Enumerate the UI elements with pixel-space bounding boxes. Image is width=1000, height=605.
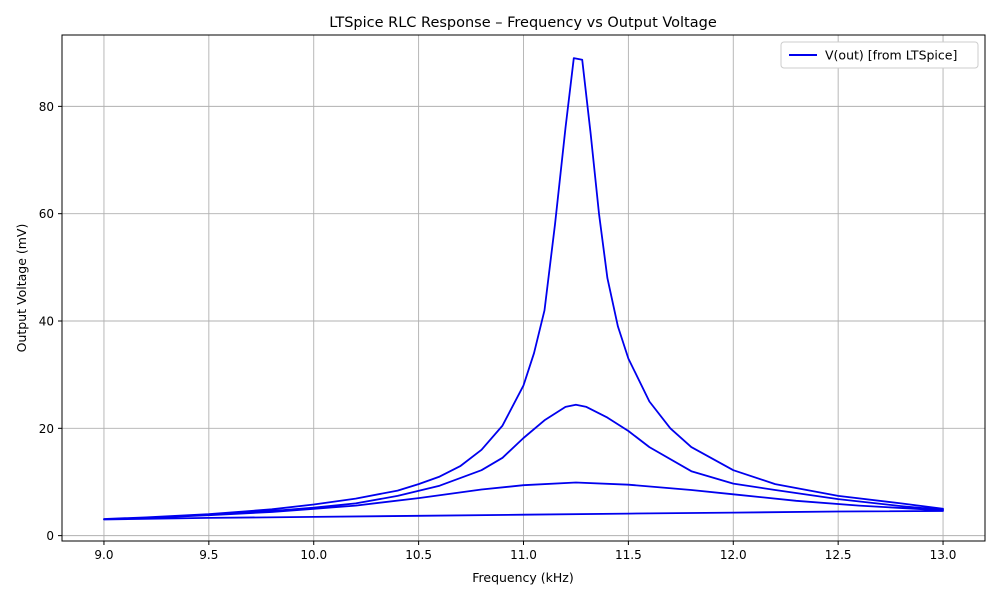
x-axis-ticks: 9.0 9.5 10.0 10.5 11.0 11.5 12.0 12.5 13.0 <box>94 541 956 562</box>
y-tick-label: 20 <box>39 422 54 436</box>
chart-title: LTSpice RLC Response – Frequency vs Outp… <box>329 15 717 31</box>
y-axis-ticks: 0 20 40 60 80 <box>39 100 62 543</box>
x-tick-label: 10.5 <box>405 548 432 562</box>
x-tick-label: 10.0 <box>300 548 327 562</box>
x-axis-label: Frequency (kHz) <box>472 570 574 585</box>
legend-label: V(out) [from LTSpice] <box>825 48 957 63</box>
y-tick-label: 80 <box>39 100 54 114</box>
series-layer <box>103 57 944 521</box>
y-tick-label: 0 <box>46 529 54 543</box>
y-tick-label: 60 <box>39 207 54 221</box>
y-axis-label: Output Voltage (mV) <box>14 224 29 353</box>
x-tick-label: 9.0 <box>94 548 113 562</box>
x-tick-label: 13.0 <box>930 548 957 562</box>
x-tick-label: 12.0 <box>720 548 747 562</box>
x-tick-label: 11.0 <box>510 548 537 562</box>
legend: V(out) [from LTSpice] <box>780 41 979 69</box>
series-line <box>103 57 944 521</box>
grid-lines <box>62 35 985 541</box>
x-tick-label: 12.5 <box>825 548 852 562</box>
legend-box <box>780 41 979 69</box>
x-tick-label: 9.5 <box>199 548 218 562</box>
x-tick-label: 11.5 <box>615 548 642 562</box>
y-tick-label: 40 <box>39 315 54 329</box>
